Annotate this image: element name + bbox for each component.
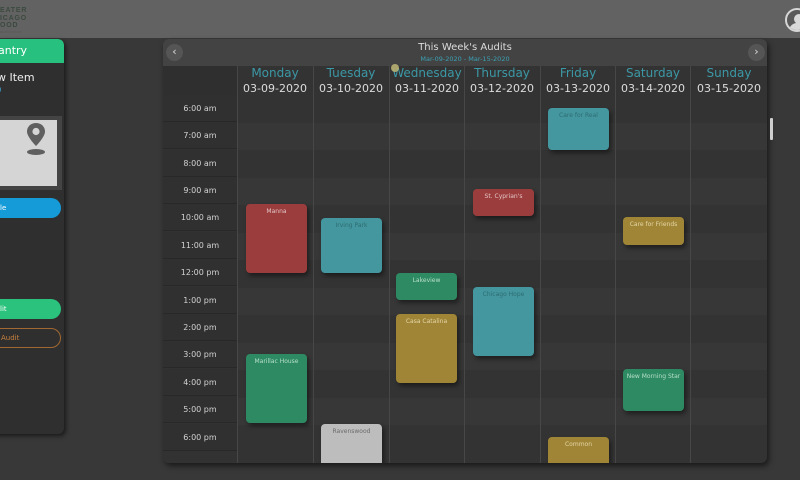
day-name: Saturday xyxy=(625,66,681,80)
day-name: Wednesday xyxy=(392,66,462,80)
location-pin-icon xyxy=(27,123,45,155)
map-thumbnail[interactable] xyxy=(0,120,57,186)
day-name: Tuesday xyxy=(326,66,376,80)
audit-event[interactable]: Common xyxy=(548,437,609,463)
day-date: 03-11-2020 xyxy=(395,82,459,95)
audit-event[interactable]: Ravenswood xyxy=(321,424,382,463)
time-slot: 2:00 pm xyxy=(163,314,237,341)
user-avatar-icon[interactable] xyxy=(785,8,800,32)
audit-event[interactable]: Care for Real xyxy=(548,108,609,150)
audit-event[interactable]: Care for Friends xyxy=(623,217,684,245)
day-name: Monday xyxy=(251,66,299,80)
panel-header: antry xyxy=(0,39,64,63)
time-slot: 11:00 am xyxy=(163,232,237,259)
calendar-header: ‹ This Week's Audits Mar-09-2020 - Mar-1… xyxy=(163,39,767,66)
weekly-audit-calendar: ‹ This Week's Audits Mar-09-2020 - Mar-1… xyxy=(163,39,767,463)
day-date: 03-12-2020 xyxy=(470,82,534,95)
time-slot: 5:00 pm xyxy=(163,396,237,423)
audit-event[interactable]: Irving Park xyxy=(321,218,382,273)
day-date: 03-14-2020 xyxy=(621,82,685,95)
audit-event[interactable]: Casa Catalina xyxy=(396,314,457,383)
prev-week-button[interactable]: ‹ xyxy=(166,44,183,61)
panel-item-title: w Item xyxy=(0,71,35,84)
time-slot: 6:00 pm xyxy=(163,424,237,451)
map-container xyxy=(0,116,62,190)
day-date: 03-15-2020 xyxy=(697,82,761,95)
day-column-tuesday[interactable]: Tuesday 03-10-2020 xyxy=(313,66,388,463)
day-column-friday[interactable]: Friday 03-13-2020 xyxy=(540,66,615,463)
calendar-title: This Week's Audits xyxy=(418,42,512,53)
audit-event[interactable]: St. Cyprian's xyxy=(473,189,534,216)
edit-button[interactable]: lit xyxy=(0,299,61,319)
time-slot: 8:00 am xyxy=(163,150,237,177)
day-name: Friday xyxy=(559,66,597,80)
day-date: 03-10-2020 xyxy=(319,82,383,95)
day-name: Thursday xyxy=(474,66,530,80)
time-slot: 7:00 am xyxy=(163,122,237,149)
time-slot: 9:00 am xyxy=(163,177,237,204)
day-column-sunday[interactable]: Sunday 03-15-2020 xyxy=(690,66,767,463)
audit-event[interactable]: Marillac House xyxy=(246,354,307,423)
time-slot: 1:00 pm xyxy=(163,287,237,314)
time-slot: 12:00 pm xyxy=(163,259,237,286)
logo[interactable]: EATER ICAGO OOD REPOSITORY xyxy=(0,7,28,34)
day-column-monday[interactable]: Monday 03-09-2020 xyxy=(237,66,312,463)
panel-item-subtitle: 0 xyxy=(0,86,1,94)
audit-event[interactable]: Manna xyxy=(246,204,307,273)
time-gutter-header xyxy=(163,66,237,95)
audit-event[interactable]: Chicago Hope xyxy=(473,287,534,356)
day-column-saturday[interactable]: Saturday 03-14-2020 xyxy=(615,66,690,463)
day-date: 03-13-2020 xyxy=(546,82,610,95)
day-column-thursday[interactable]: Thursday 03-12-2020 xyxy=(464,66,539,463)
audit-button[interactable]: Audit xyxy=(0,328,61,348)
day-column-wednesday[interactable]: Wednesday 03-11-2020 xyxy=(389,66,464,463)
top-bar: EATER ICAGO OOD REPOSITORY xyxy=(0,0,800,38)
day-date: 03-09-2020 xyxy=(243,82,307,95)
calendar-date-range: Mar-09-2020 - Mar-15-2020 xyxy=(420,55,510,63)
schedule-button[interactable]: le xyxy=(0,198,61,218)
time-slot: 3:00 pm xyxy=(163,341,237,368)
day-name: Sunday xyxy=(706,66,752,80)
time-slot: 4:00 pm xyxy=(163,369,237,396)
time-slot: 10:00 am xyxy=(163,204,237,231)
pantry-detail-panel: antry w Item 0 le lit Audit xyxy=(0,39,64,434)
mouse-cursor-indicator xyxy=(391,64,399,72)
audit-event[interactable]: Lakeview xyxy=(396,273,457,300)
next-week-button[interactable]: › xyxy=(748,44,765,61)
time-slot: 6:00 am xyxy=(163,95,237,122)
audit-event[interactable]: New Morning Star xyxy=(623,369,684,411)
calendar-scrollbar[interactable] xyxy=(770,118,773,140)
